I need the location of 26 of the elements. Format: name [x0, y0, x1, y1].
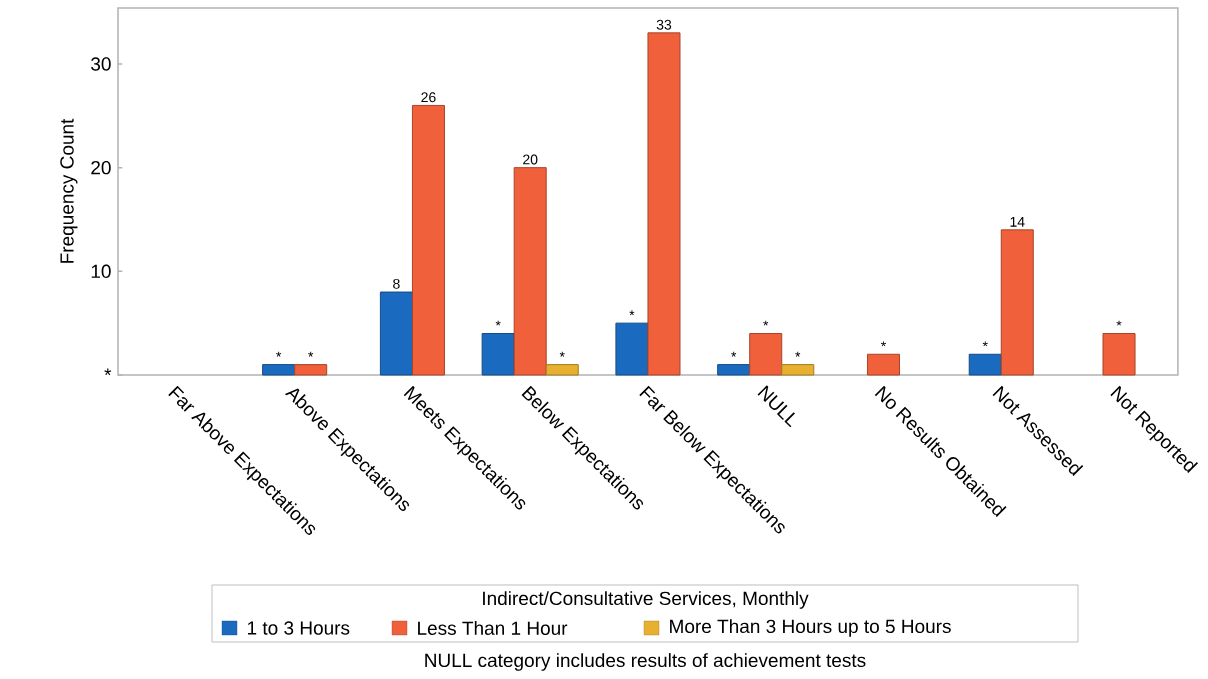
- data-label: *: [1116, 320, 1122, 326]
- data-label: *: [308, 351, 314, 357]
- data-label: 26: [421, 92, 436, 103]
- data-label: *: [276, 351, 282, 357]
- y-tick-label: 30: [91, 57, 111, 71]
- data-label: 33: [656, 19, 672, 30]
- data-label: *: [495, 320, 501, 326]
- legend-label: 1 to 3 Hours: [247, 621, 350, 635]
- text: NULL category includes results of achievement tests: [425, 653, 866, 671]
- data-label: *: [559, 351, 565, 357]
- y-tick-label: 10: [91, 264, 111, 279]
- legend-title: Indirect/Consultative Services, Monthly: [483, 591, 809, 609]
- y-tick-label: *: [104, 368, 112, 376]
- legend-label: Less Than 1 Hour: [418, 621, 568, 635]
- data-label: *: [731, 351, 737, 357]
- data-label: 8: [393, 278, 400, 289]
- data-label: 14: [1010, 217, 1025, 227]
- data-label: *: [629, 310, 635, 316]
- data-label: 20: [523, 154, 538, 165]
- data-label: *: [982, 341, 988, 347]
- legend-label: More Than 3 Hours up to 5 Hours: [670, 619, 951, 637]
- data-label: *: [880, 341, 887, 347]
- data-label: *: [763, 320, 769, 326]
- y-tick-label: 20: [91, 160, 111, 175]
- data-label: *: [795, 351, 801, 357]
- y-axis-title: Frequency Count: [60, 118, 78, 263]
